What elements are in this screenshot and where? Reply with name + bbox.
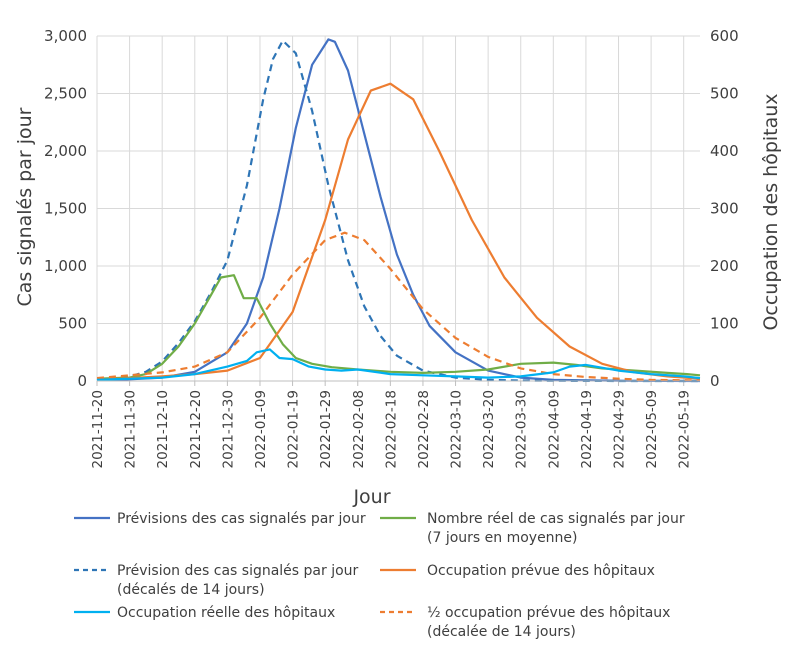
series-line-2 [96, 39, 700, 383]
y-axis-right-title: Occupation des hôpitaux [760, 93, 782, 330]
x-tick-label: 2022-01-29 [318, 390, 334, 468]
legend: Prévisions des cas signalés par jour Nomb… [74, 511, 685, 640]
x-tick-label: 2021-12-30 [220, 390, 236, 468]
x-tick-label: 2022-05-09 [644, 390, 660, 468]
x-tick-label: 2022-04-29 [612, 390, 628, 468]
y-right-tick-label: 200 [710, 257, 739, 275]
y-left-tick-label: 0 [77, 372, 87, 390]
y-right-tick-label: 100 [710, 315, 739, 333]
x-tick-label: 2021-12-10 [155, 390, 171, 468]
series-line-4 [96, 82, 701, 381]
series-line-3 [96, 274, 701, 380]
series-line-6 [96, 348, 701, 381]
x-tick-label: 2022-03-20 [481, 390, 497, 468]
x-tick-label: 2022-04-09 [546, 390, 562, 468]
x-axis-ticks: 2021-11-20 2021-11-30 2021-12-10 2021-12-20… [90, 381, 693, 468]
y-right-tick-label: 600 [710, 27, 739, 45]
x-tick-label: 2022-02-08 [351, 390, 367, 468]
x-tick-label: 2022-05-19 [677, 390, 693, 468]
x-tick-label: 2022-04-19 [579, 390, 595, 468]
y-left-tick-label: 2,000 [44, 142, 87, 160]
y-left-tick-label: 500 [58, 315, 87, 333]
legend-label: Nombre réel de cas signalés par jour (7 j… [427, 511, 685, 546]
left-axis-ticks: 0 500 1,000 1,500 2,000 2,500 3,000 [44, 27, 87, 390]
x-tick-label: 2021-11-20 [90, 390, 106, 468]
legend-label: Occupation réelle des hôpitaux [117, 605, 335, 621]
y-right-tick-label: 0 [710, 372, 720, 390]
y-left-tick-label: 2,500 [44, 85, 87, 103]
x-tick-label: 2022-02-28 [416, 390, 432, 468]
series-line-5 [96, 231, 701, 382]
x-tick-label: 2021-12-20 [188, 390, 204, 468]
x-tick-label: 2022-03-30 [514, 390, 530, 468]
y-left-tick-label: 3,000 [44, 27, 87, 45]
right-axis-ticks: 0 100 200 300 400 500 600 [710, 27, 739, 390]
x-tick-label: 2022-02-18 [383, 390, 399, 468]
legend-label: ½ occupation prévue des hôpitaux (décalée… [427, 605, 670, 640]
x-tick-label: 2022-03-10 [449, 390, 465, 468]
legend-label: Prévision des cas signalés par jour (déca… [117, 563, 359, 598]
y-left-tick-label: 1,500 [44, 200, 87, 218]
x-tick-label: 2022-01-19 [286, 390, 302, 468]
y-right-tick-label: 500 [710, 85, 739, 103]
series-lines [96, 38, 701, 383]
legend-label: Prévisions des cas signalés par jour [117, 511, 366, 527]
x-tick-label: 2021-11-30 [123, 390, 139, 468]
y-right-tick-label: 400 [710, 142, 739, 160]
legend-label: Occupation prévue des hôpitaux [427, 563, 655, 579]
y-left-tick-label: 1,000 [44, 257, 87, 275]
x-axis-title: Jour [352, 486, 390, 508]
gridlines [96, 35, 700, 381]
y-axis-left-title: Cas signalés par jour [14, 107, 36, 306]
y-right-tick-label: 300 [710, 200, 739, 218]
x-tick-label: 2022-01-09 [253, 390, 269, 468]
